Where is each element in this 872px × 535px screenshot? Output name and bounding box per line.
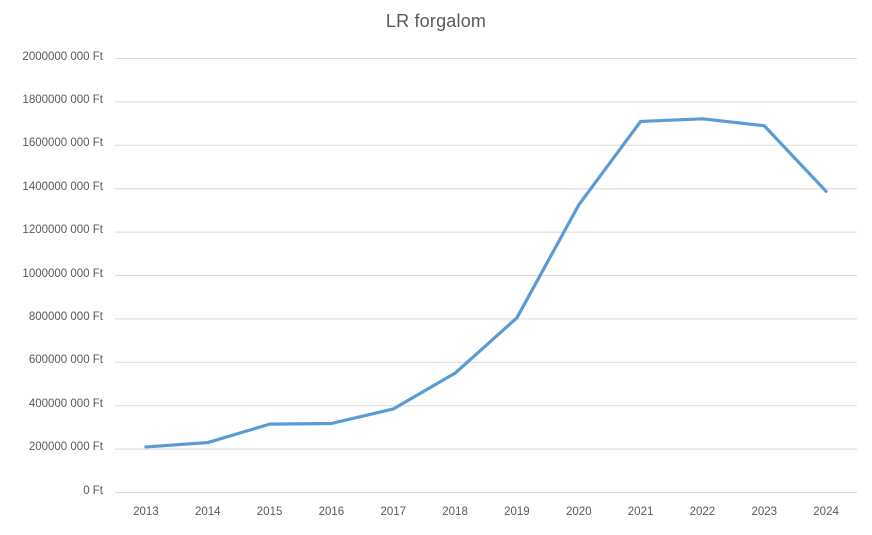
x-tick-label: 2016 bbox=[318, 506, 345, 518]
y-tick-label: 2000000 000 Ft bbox=[22, 50, 103, 63]
x-tick-label: 2022 bbox=[689, 506, 716, 518]
x-tick-label: 2024 bbox=[813, 506, 839, 518]
y-tick-label: 1800000 000 Ft bbox=[22, 93, 103, 106]
x-tick-label: 2019 bbox=[504, 506, 530, 518]
y-tick-label: 1400000 000 Ft bbox=[22, 180, 103, 193]
x-tick-label: 2023 bbox=[751, 506, 778, 518]
y-tick-label: 400000 000 Ft bbox=[28, 397, 103, 410]
chart-title: LR forgalom bbox=[385, 11, 487, 31]
y-tick-label: 0 Ft bbox=[83, 484, 103, 497]
y-tick-label: 600000 000 Ft bbox=[28, 354, 103, 367]
y-tick-label: 200000 000 Ft bbox=[28, 441, 103, 454]
x-tick-label: 2015 bbox=[256, 506, 283, 518]
x-tick-label: 2013 bbox=[133, 506, 159, 518]
x-tick-label: 2020 bbox=[565, 506, 592, 518]
y-tick-label: 1000000 000 Ft bbox=[22, 267, 103, 280]
y-tick-label: 800000 000 Ft bbox=[28, 310, 103, 323]
x-tick-label: 2021 bbox=[627, 506, 654, 518]
y-tick-label: 1200000 000 Ft bbox=[22, 224, 103, 237]
x-tick-label: 2018 bbox=[442, 506, 468, 518]
series-line bbox=[144, 117, 828, 449]
y-tick-label: 1600000 000 Ft bbox=[22, 137, 103, 150]
x-tick-label: 2017 bbox=[380, 506, 407, 518]
x-tick-label: 2014 bbox=[194, 506, 221, 518]
